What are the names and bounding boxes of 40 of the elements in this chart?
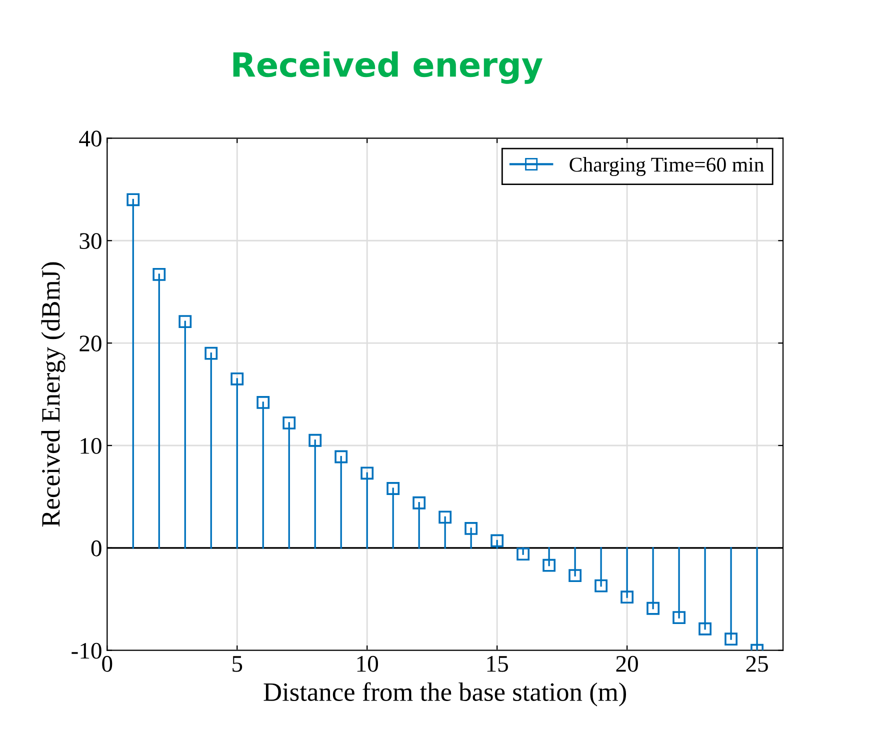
chart-title: Received energy	[233, 51, 543, 84]
point	[334, 450, 348, 464]
point	[516, 548, 530, 561]
point	[386, 482, 400, 495]
point	[204, 346, 218, 360]
y-tick-label: -10	[72, 642, 102, 659]
point	[282, 416, 296, 430]
y-tick-label: 10	[80, 438, 102, 454]
point	[542, 558, 556, 572]
x-tick-label: 25	[746, 656, 768, 672]
y-tick-label: 20	[80, 336, 102, 352]
x-tick-label: 10	[357, 656, 378, 672]
y-tick-label: 40	[79, 130, 102, 147]
point	[698, 622, 712, 636]
x-tick-label: 20	[616, 656, 638, 672]
point	[152, 268, 166, 281]
legend-label: Charging Time=60 min	[570, 157, 764, 176]
point	[724, 632, 738, 646]
point	[412, 496, 426, 510]
point	[360, 466, 374, 480]
point	[646, 602, 660, 615]
point	[256, 396, 270, 409]
x-tick-label: 5	[232, 656, 242, 672]
x-axis-title: Distance from the base station (m)	[264, 682, 626, 706]
y-axis-title: Received Energy (dBmJ)	[41, 262, 66, 527]
point	[594, 579, 608, 592]
x-tick-label: 15	[487, 656, 508, 672]
point	[230, 372, 244, 386]
point	[308, 434, 322, 447]
x-tick-label: 0	[102, 656, 112, 672]
y-tick-label: 0	[91, 540, 102, 556]
point	[568, 569, 582, 582]
point	[490, 534, 504, 548]
y-tick-label: 30	[80, 233, 102, 250]
point	[438, 510, 452, 524]
point	[178, 315, 192, 328]
point	[672, 611, 686, 624]
point	[620, 590, 634, 604]
point	[464, 522, 478, 535]
point	[126, 193, 140, 206]
